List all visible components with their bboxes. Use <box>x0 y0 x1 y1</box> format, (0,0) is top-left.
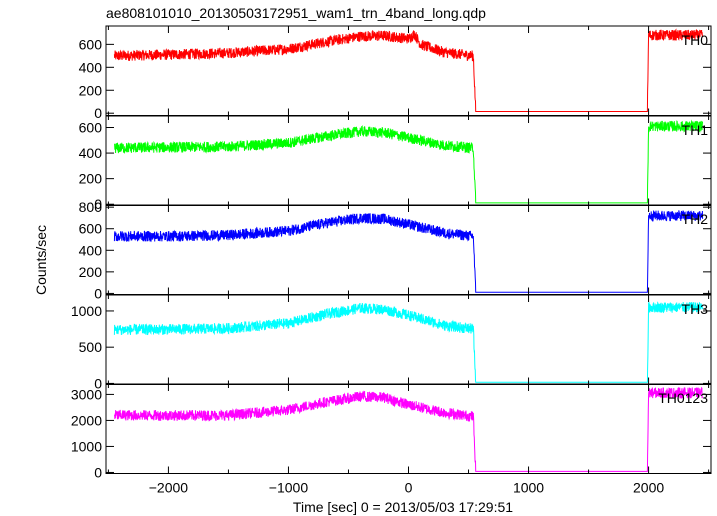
y-tick-label: 500 <box>79 339 103 355</box>
panel-frame <box>105 383 712 474</box>
y-tick-label: 400 <box>79 145 103 161</box>
x-axis-label: Time [sec] 0 = 2013/05/03 17:29:51 <box>293 499 513 515</box>
y-tick-label: 600 <box>79 120 103 136</box>
panel-frame <box>105 294 712 385</box>
series-line-th0 <box>113 28 704 112</box>
series-line-th3 <box>113 301 704 383</box>
y-tick-label: 400 <box>79 242 103 258</box>
y-tick-label: 400 <box>79 59 103 75</box>
y-tick-label: 800 <box>79 199 103 215</box>
series-line-th0123 <box>113 386 704 472</box>
panel-stack: 0 200 400 600 TH0 0 200 400 600 TH1 0 200 400 600 800 T… <box>71 25 712 496</box>
panel-label-th0123: TH0123 <box>658 390 708 406</box>
y-tick-label: 0 <box>94 105 102 121</box>
panel-label-th0: TH0 <box>682 32 709 48</box>
x-tick-label: 1000 <box>513 480 544 496</box>
x-tick-label: −1000 <box>269 480 309 496</box>
y-axis-label: Counts/sec <box>33 225 49 295</box>
series-line-th2 <box>113 210 704 293</box>
panel-label-th2: TH2 <box>682 211 709 227</box>
y-tick-label: 0 <box>94 196 102 212</box>
x-tick-label: −2000 <box>149 480 189 496</box>
chart-title: ae808101010_20130503172951_wam1_trn_4ban… <box>106 5 486 21</box>
panel-label-th1: TH1 <box>682 122 709 138</box>
y-tick-label: 0 <box>94 375 102 391</box>
x-tick-label: 2000 <box>633 480 664 496</box>
y-tick-label: 1000 <box>71 438 102 454</box>
x-tick-label: 0 <box>405 480 413 496</box>
series-line-th1 <box>113 119 704 204</box>
y-tick-label: 600 <box>79 221 103 237</box>
y-tick-label: 200 <box>79 264 103 280</box>
y-tick-label: 200 <box>79 82 103 98</box>
y-tick-label: 1000 <box>71 303 102 319</box>
panel-frame <box>105 204 712 295</box>
y-tick-label: 3000 <box>71 386 102 402</box>
y-tick-label: 600 <box>79 36 103 52</box>
y-tick-label: 0 <box>94 285 102 301</box>
panel-frame <box>105 115 712 206</box>
y-tick-label: 2000 <box>71 412 102 428</box>
panel-label-th3: TH3 <box>682 301 709 317</box>
y-tick-label: 0 <box>94 464 102 480</box>
y-tick-label: 200 <box>79 171 103 187</box>
